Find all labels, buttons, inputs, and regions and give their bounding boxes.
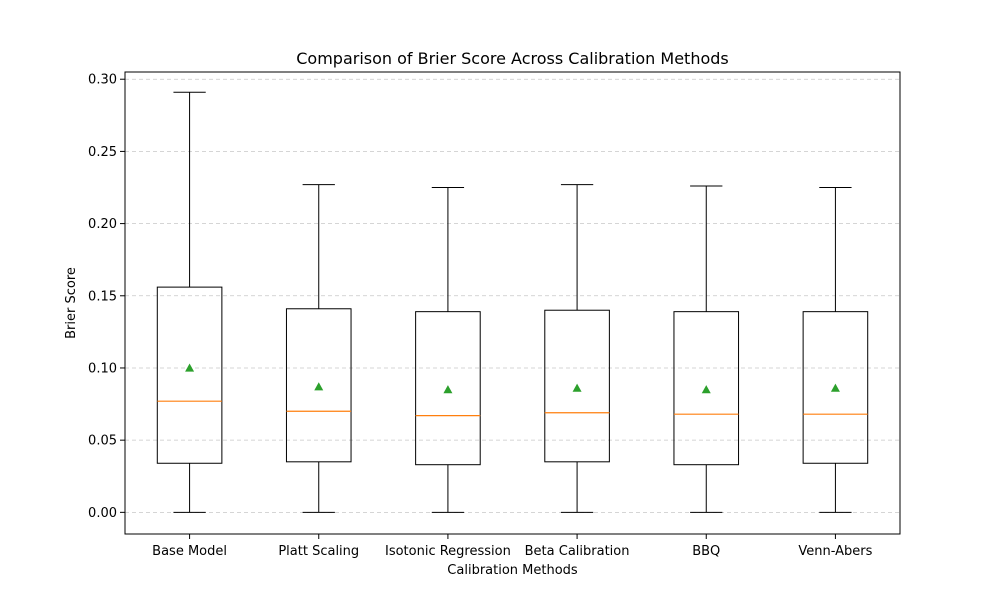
x-tick-label: BBQ — [692, 544, 720, 559]
iqr-box — [156, 286, 223, 464]
y-axis-label: Brier Score — [64, 267, 79, 339]
x-tick-label: Beta Calibration — [525, 544, 630, 559]
y-tick-label: 0.30 — [88, 73, 117, 88]
x-tick-label: Isotonic Regression — [385, 544, 511, 559]
y-tick-label: 0.00 — [88, 506, 117, 521]
y-axis-ticks: 0.00 0.05 0.10 0.15 0.20 0.25 0.30 — [88, 73, 125, 521]
mean-marker — [314, 382, 324, 391]
chart-title: Comparison of Brier Score Across Calibra… — [296, 49, 729, 68]
plot-frame — [124, 71, 901, 535]
y-tick-label: 0.05 — [88, 434, 117, 449]
iqr-box — [544, 309, 610, 463]
box-5 — [673, 185, 740, 513]
box-4 — [544, 184, 610, 513]
mean-marker — [701, 385, 711, 394]
box-3 — [415, 187, 481, 513]
y-tick-label: 0.10 — [88, 361, 117, 376]
iqr-box — [673, 311, 740, 466]
y-tick-label: 0.20 — [88, 217, 117, 232]
mean-marker — [185, 363, 195, 372]
x-axis-label: Calibration Methods — [447, 563, 578, 578]
mean-marker — [572, 383, 582, 392]
mean-marker — [443, 385, 453, 394]
iqr-box — [802, 311, 869, 464]
box-2 — [285, 184, 352, 513]
x-axis-ticks: Base Model Platt Scaling Isotonic Regressi… — [152, 534, 873, 559]
box-series — [156, 91, 869, 513]
x-tick-label: Platt Scaling — [278, 544, 359, 559]
x-tick-label: Base Model — [152, 544, 227, 559]
box-6 — [802, 187, 869, 513]
y-gridlines — [125, 78, 900, 513]
mean-marker — [830, 383, 840, 392]
y-tick-label: 0.25 — [88, 145, 117, 160]
box-1 — [156, 91, 223, 513]
iqr-box — [285, 308, 352, 463]
x-tick-label: Venn-Abers — [798, 544, 872, 559]
iqr-box — [415, 311, 481, 466]
y-tick-label: 0.15 — [88, 289, 117, 304]
